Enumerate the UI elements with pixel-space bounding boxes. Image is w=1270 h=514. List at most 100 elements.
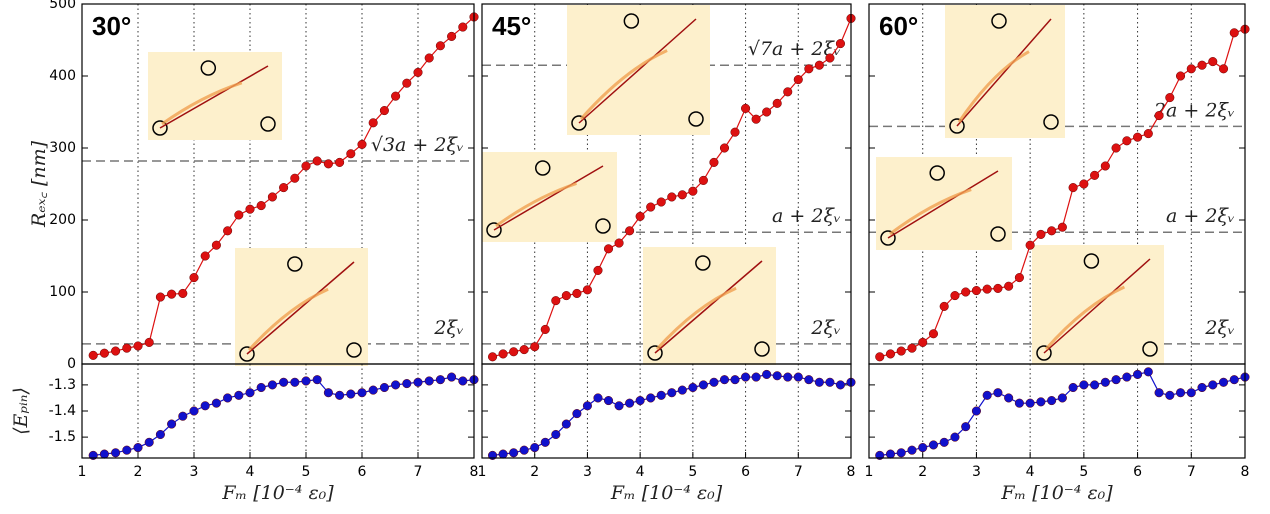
point <box>167 290 176 299</box>
point <box>720 144 729 153</box>
x-tick-label: 1 <box>865 464 874 480</box>
point <box>313 157 322 166</box>
y-tick-label: -1.4 <box>49 403 76 419</box>
point <box>815 61 824 70</box>
point <box>324 388 333 397</box>
panel-title: 45° <box>492 11 531 41</box>
point <box>826 378 835 387</box>
point <box>836 39 845 48</box>
point <box>646 394 655 403</box>
point <box>594 266 603 275</box>
y-tick-label: 400 <box>49 68 76 84</box>
point <box>594 394 603 403</box>
x-tick-label: 3 <box>583 464 592 480</box>
point <box>1198 61 1207 70</box>
point <box>994 388 1003 397</box>
point <box>391 381 400 390</box>
point <box>805 65 814 74</box>
point <box>459 377 468 386</box>
point <box>699 176 708 185</box>
y-axis-label: Rₑₓ꜀ [nm] <box>28 140 50 228</box>
point <box>1176 388 1185 397</box>
point <box>1230 29 1239 38</box>
point <box>246 205 255 214</box>
point <box>667 388 676 397</box>
point <box>805 375 814 384</box>
reference-label: a + 2ξᵥ <box>772 205 841 227</box>
point <box>520 345 529 354</box>
point <box>615 239 624 248</box>
point <box>369 119 378 128</box>
point <box>583 286 592 295</box>
y-tick-label: 500 <box>49 0 76 12</box>
point <box>1090 381 1099 390</box>
point <box>291 378 300 387</box>
point <box>604 245 613 254</box>
x-tick-label: 1 <box>78 464 87 480</box>
point <box>1090 171 1099 180</box>
x-tick-label: 7 <box>1187 464 1196 480</box>
point <box>1133 133 1142 142</box>
point <box>1080 180 1089 189</box>
point <box>625 399 634 408</box>
point <box>773 371 782 380</box>
point <box>380 383 389 392</box>
point <box>414 378 423 387</box>
point <box>1026 241 1035 250</box>
panel-title: 60° <box>879 11 918 41</box>
point <box>1187 388 1196 397</box>
point <box>918 338 927 347</box>
y-axis-label: ⟨Eₚᵢₙ⟩ <box>10 387 32 435</box>
point <box>520 446 529 455</box>
point <box>1026 399 1035 408</box>
point <box>190 273 199 282</box>
point <box>425 54 434 63</box>
point <box>646 203 655 212</box>
point <box>552 430 561 439</box>
point <box>530 342 539 351</box>
point <box>436 41 445 50</box>
point <box>636 212 645 221</box>
point <box>1208 381 1217 390</box>
reference-label: 2ξᵥ <box>810 317 841 339</box>
point <box>134 443 143 452</box>
point <box>897 347 906 356</box>
point <box>710 378 719 387</box>
point <box>908 344 917 353</box>
point <box>100 349 109 358</box>
point <box>436 375 445 384</box>
point <box>886 350 895 359</box>
x-tick-label: 4 <box>246 464 255 480</box>
point <box>573 409 582 418</box>
x-axis-label: Fₘ [10⁻⁴ ε₀] <box>610 482 723 504</box>
y-tick-label: -1.3 <box>49 377 76 393</box>
x-tick-label: 1 <box>478 464 487 480</box>
point <box>573 289 582 298</box>
point <box>223 394 232 403</box>
point <box>940 438 949 447</box>
point <box>1047 396 1056 405</box>
point <box>1069 183 1078 192</box>
point <box>1219 378 1228 387</box>
point <box>499 450 508 459</box>
point <box>552 296 561 305</box>
point <box>447 32 456 41</box>
point <box>1069 383 1078 392</box>
x-tick-label: 3 <box>972 464 981 480</box>
point <box>403 379 412 388</box>
point <box>111 347 120 356</box>
point <box>1123 137 1132 146</box>
point <box>1112 375 1121 384</box>
point <box>179 289 188 298</box>
reference-label: 2a + 2ξᵥ <box>1153 99 1235 121</box>
point <box>1004 282 1013 291</box>
panel-title: 30° <box>92 11 131 41</box>
point <box>752 115 761 124</box>
point <box>414 68 423 77</box>
point <box>929 441 938 450</box>
point <box>100 450 109 459</box>
point <box>562 420 571 429</box>
point <box>156 430 165 439</box>
point <box>940 302 949 311</box>
y-tick-label: 300 <box>49 140 76 156</box>
